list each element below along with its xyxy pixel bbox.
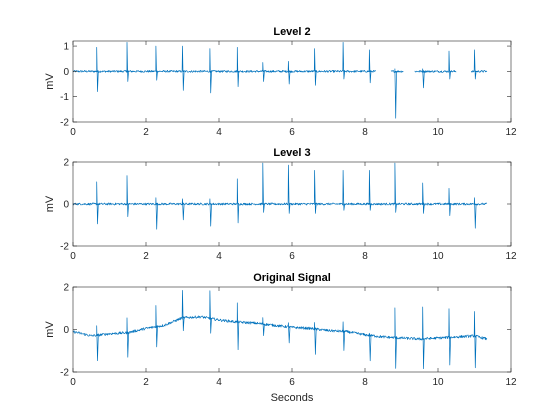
x-tick-label: 10	[432, 251, 444, 262]
plot-frame	[72, 40, 512, 123]
x-tick-label: 8	[362, 251, 368, 262]
y-tick-label: 1	[63, 42, 69, 53]
y-axis-label: mV	[44, 73, 56, 90]
x-tick-label: 6	[289, 127, 295, 138]
series-line-3	[72, 290, 488, 370]
x-tick-label: 4	[216, 127, 222, 138]
y-tick-label: 2	[63, 158, 69, 169]
y-axis-label: mV	[44, 195, 56, 212]
series-line-1	[72, 41, 488, 119]
y-tick-label: -2	[60, 118, 69, 129]
x-tick-label: 0	[70, 251, 76, 262]
y-tick-label: 0	[63, 200, 69, 211]
x-tick-label: 0	[70, 127, 76, 138]
x-tick-label: 8	[362, 377, 368, 388]
x-tick-label: 12	[505, 251, 517, 262]
x-tick-label: 0	[70, 377, 76, 388]
x-tick-label: 10	[432, 377, 444, 388]
y-axis-label: mV	[44, 321, 56, 338]
x-axis-label: Seconds	[271, 392, 314, 404]
x-tick-label: 12	[505, 127, 517, 138]
chart-title: Level 2	[273, 26, 310, 38]
y-tick-label: 0	[63, 325, 69, 336]
series-line-2	[72, 162, 488, 230]
chart-title: Original Signal	[253, 272, 331, 284]
x-tick-label: 4	[216, 377, 222, 388]
x-tick-label: 6	[289, 377, 295, 388]
chart-title: Level 3	[273, 147, 310, 159]
x-tick-label: 2	[143, 377, 149, 388]
y-tick-label: 0	[63, 67, 69, 78]
x-tick-label: 10	[432, 127, 444, 138]
y-tick-label: -2	[60, 368, 69, 379]
y-tick-label: -2	[60, 242, 69, 253]
x-tick-label: 6	[289, 251, 295, 262]
x-tick-label: 8	[362, 127, 368, 138]
y-tick-label: 2	[63, 283, 69, 294]
plot-frame	[72, 286, 512, 373]
x-tick-label: 2	[143, 251, 149, 262]
x-tick-label: 12	[505, 377, 517, 388]
x-tick-label: 4	[216, 251, 222, 262]
chart-panel-1: 0 2 4 6 8 10 12 -2 -1 0 1 Level 2 mV	[44, 26, 517, 138]
y-tick-label: -1	[60, 92, 69, 103]
x-tick-label: 2	[143, 127, 149, 138]
